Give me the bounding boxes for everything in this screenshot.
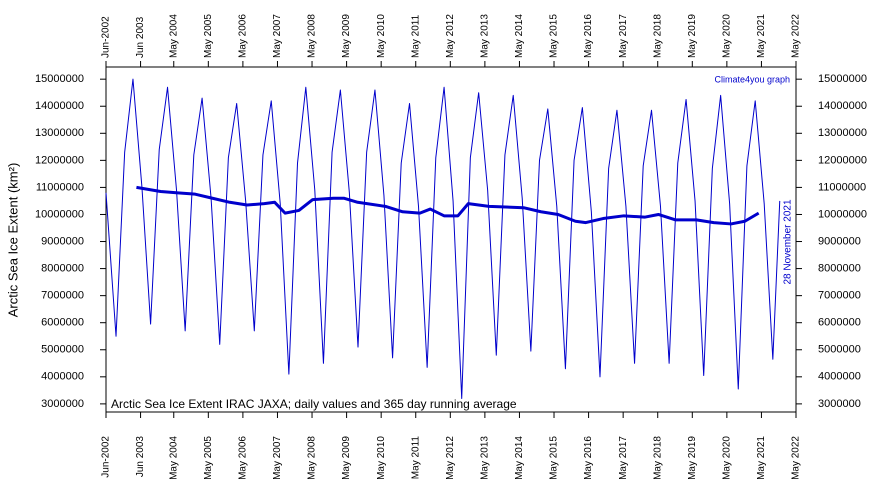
x-tick-label: Jun-2002 — [101, 436, 112, 478]
y2-tick-label: 5000000 — [818, 344, 861, 356]
y2-tick-label: 6000000 — [818, 317, 861, 329]
x-tick-label: May 2020 — [722, 436, 733, 480]
x-tick-label-top: May 2016 — [583, 14, 594, 58]
x-tick-label-top: May 2014 — [514, 14, 525, 58]
x-tick-label-top: May 2021 — [756, 14, 767, 58]
x-tick-label-top: May 2009 — [341, 14, 352, 58]
x-tick-label: May 2010 — [376, 436, 387, 480]
x-tick-label: May 2009 — [341, 436, 352, 480]
y2-tick-label: 15000000 — [818, 73, 867, 85]
y-tick-label: 13000000 — [35, 127, 84, 139]
x-tick-label: May 2015 — [549, 436, 560, 480]
x-tick-label: May 2008 — [307, 436, 318, 480]
x-tick-label-top: May 2008 — [307, 14, 318, 58]
y-tick-label: 11000000 — [36, 181, 84, 193]
x-tick-label: May 2004 — [168, 436, 179, 480]
y-tick-label: 3000000 — [41, 398, 84, 410]
y-tick-label: 10000000 — [35, 208, 84, 220]
y-tick-label: 5000000 — [41, 344, 84, 356]
plot-frame — [105, 66, 797, 413]
y-tick-label: 9000000 — [41, 235, 84, 247]
x-tick-label-top: May 2005 — [203, 14, 214, 58]
average-line — [136, 185, 760, 226]
x-tick-label: May 2012 — [445, 436, 456, 480]
y-axis-label: Arctic Sea Ice Extent (km²) — [5, 163, 20, 318]
x-tick-label-top: May 2006 — [238, 14, 249, 58]
y2-tick-label: 3000000 — [818, 398, 861, 410]
x-tick-label: Jun 2003 — [135, 436, 146, 478]
x-tick-label-top: May 2017 — [618, 14, 629, 58]
x-tick-label: May 2006 — [238, 436, 249, 480]
x-tick-label: May 2011 — [410, 436, 421, 480]
y-tick-label: 12000000 — [35, 154, 84, 166]
x-tick-label-top: May 2020 — [722, 14, 733, 58]
y2-tick-label: 13000000 — [818, 127, 867, 139]
y-tick-label: 6000000 — [41, 317, 84, 329]
x-tick-label-top: May 2012 — [445, 14, 456, 58]
x-tick-label: May 2014 — [514, 436, 525, 480]
x-tick-label-top: May 2010 — [376, 14, 387, 58]
y2-tick-label: 12000000 — [818, 154, 867, 166]
daily-line — [105, 78, 781, 399]
x-tick-label: May 2019 — [687, 436, 698, 480]
x-tick-label-top: May 2011 — [410, 14, 421, 58]
y-tick-label: 8000000 — [41, 262, 84, 274]
y-tick-label: 4000000 — [41, 371, 84, 383]
y-tick-label: 15000000 — [35, 73, 84, 85]
x-tick-label-top: May 2013 — [480, 14, 491, 58]
x-tick-label: May 2016 — [583, 436, 594, 480]
annotation: Arctic Sea Ice Extent IRAC JAXA; daily v… — [111, 397, 517, 411]
x-tick-label-top: Jun-2002 — [101, 16, 112, 58]
x-tick-label-top: May 2018 — [652, 14, 663, 58]
x-tick-label-top: May 2004 — [168, 14, 179, 58]
date-note: 28 November 2021 — [783, 199, 794, 284]
x-tick-label-top: May 2015 — [549, 14, 560, 58]
credit: Climate4you graph — [714, 74, 790, 84]
y-tick-label: 7000000 — [41, 290, 84, 302]
x-tick-label-top: May 2007 — [272, 14, 283, 58]
x-tick-label-top: Jun 2003 — [135, 16, 146, 58]
x-tick-label: May 2018 — [652, 436, 663, 480]
y2-tick-label: 9000000 — [818, 235, 861, 247]
x-tick-label: May 2013 — [480, 436, 491, 480]
x-tick-label: May 2022 — [791, 436, 802, 480]
x-tick-label: May 2005 — [203, 436, 214, 480]
y2-tick-label: 8000000 — [818, 262, 861, 274]
x-tick-label-top: May 2019 — [687, 14, 698, 58]
y2-tick-label: 7000000 — [818, 290, 861, 302]
x-tick-label: May 2021 — [756, 436, 767, 480]
y2-tick-label: 11000000 — [818, 181, 866, 193]
y2-tick-label: 14000000 — [818, 100, 867, 112]
y2-tick-label: 4000000 — [818, 371, 861, 383]
y-tick-label: 14000000 — [35, 100, 84, 112]
x-tick-label: May 2007 — [272, 436, 283, 480]
x-tick-label: May 2017 — [618, 436, 629, 480]
y2-tick-label: 10000000 — [818, 208, 867, 220]
x-tick-label-top: May 2022 — [791, 14, 802, 58]
